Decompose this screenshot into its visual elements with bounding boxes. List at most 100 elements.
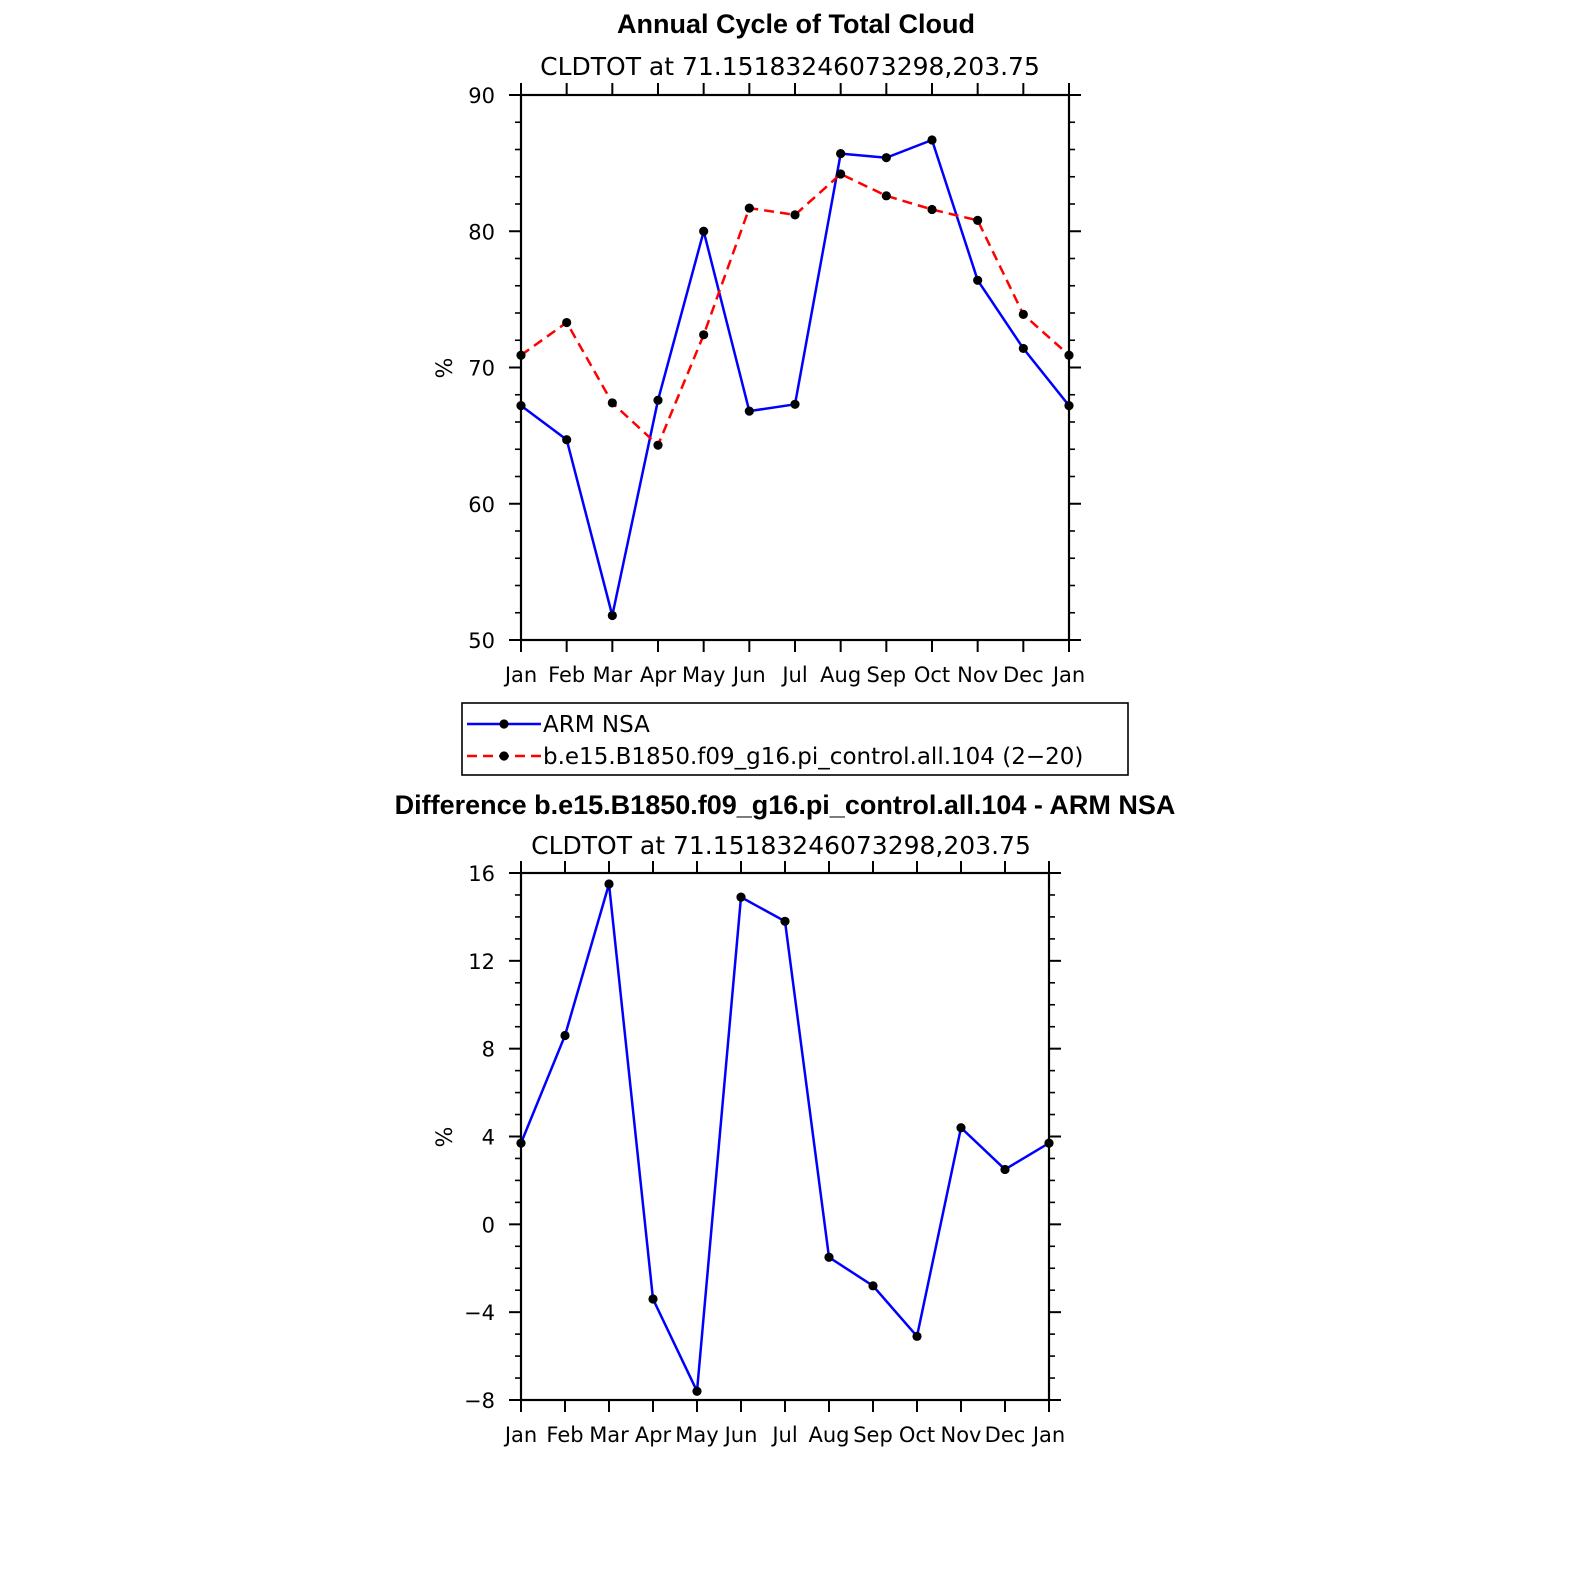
chart1-y-tick-labels: 90 80 70 60 50 [468, 84, 495, 653]
x-tick-label: Jan [1051, 663, 1085, 687]
data-point [927, 135, 937, 145]
chart1-legend: ARM NSA b.e15.B1850.f09_g16.pi_control.a… [461, 702, 1129, 776]
data-point [516, 401, 526, 411]
legend-marker-model [499, 751, 509, 761]
legend-marker-arm-nsa [499, 719, 509, 729]
x-tick-label: Jan [503, 663, 537, 687]
data-point [836, 169, 846, 179]
x-tick-label: Aug [820, 663, 861, 687]
chart1-x-tick-labels: Jan Feb Mar Apr May Jun Jul Aug Sep Oct Nov Dec Jan [503, 663, 1085, 687]
data-point [780, 916, 790, 926]
data-point [881, 191, 891, 201]
chart1-ticks [509, 83, 1081, 652]
chart2-subtitle: CLDTOT at 71.15183246073298,203.75 [531, 831, 1031, 860]
chart1-plot-frame [519, 93, 1071, 642]
chart1-title: Annual Cycle of Total Cloud [617, 9, 975, 39]
y-tick-label: 4 [482, 1126, 495, 1150]
data-point [736, 892, 746, 902]
data-point [1000, 1164, 1010, 1175]
chart2-ticks [509, 861, 1061, 1412]
chart2-y-axis-label: % [433, 1127, 458, 1148]
data-point [692, 1386, 702, 1396]
x-tick-label: Sep [867, 663, 907, 687]
data-point [653, 395, 663, 405]
data-point [1064, 401, 1074, 411]
data-point [607, 610, 617, 621]
data-point [699, 330, 709, 340]
y-tick-label: −8 [464, 1389, 495, 1413]
y-tick-label: 70 [468, 357, 495, 381]
y-tick-label: 16 [468, 862, 495, 886]
data-point [973, 275, 983, 285]
data-point [927, 204, 937, 215]
data-point [1018, 343, 1028, 354]
x-tick-label: Mar [589, 1423, 629, 1447]
chart2-x-tick-labels: Jan Feb Mar Apr May Jun Jul Aug Sep Oct Nov Dec Jan [503, 1423, 1065, 1447]
y-tick-label: 60 [468, 493, 495, 517]
data-point [560, 1030, 570, 1041]
chart2-y-tick-labels: 16 12 8 4 0 −4 −8 [464, 862, 495, 1413]
data-point [516, 1138, 526, 1148]
x-tick-label: Feb [548, 663, 585, 687]
legend-label-arm-nsa: ARM NSA [543, 712, 650, 738]
x-tick-label: Feb [546, 1423, 583, 1447]
data-point [744, 406, 754, 416]
y-tick-label: 8 [482, 1038, 495, 1062]
data-point [790, 210, 800, 220]
annual-cycle-chart: Annual Cycle of Total Cloud CLDTOT at 71… [433, 9, 1129, 776]
difference-chart: Difference b.e15.B1850.f09_g16.pi_contro… [395, 790, 1176, 1447]
data-point [881, 153, 891, 163]
data-point [836, 148, 846, 159]
x-tick-label: Aug [808, 1423, 849, 1447]
data-point [516, 350, 526, 360]
x-tick-label: Jun [731, 663, 766, 687]
data-point [973, 215, 983, 225]
y-tick-label: 0 [482, 1213, 495, 1237]
data-point [1044, 1138, 1054, 1148]
data-point [607, 398, 617, 408]
x-tick-label: Dec [985, 1423, 1026, 1447]
data-point [956, 1123, 966, 1133]
data-point [824, 1252, 834, 1262]
data-point [562, 435, 572, 445]
x-tick-label: Nov [957, 663, 998, 687]
data-point [790, 399, 800, 409]
x-tick-label: Jan [1031, 1423, 1065, 1447]
y-tick-label: 12 [468, 950, 495, 974]
x-tick-label: May [675, 1423, 718, 1447]
x-tick-label: Oct [899, 1423, 935, 1447]
y-tick-label: 90 [468, 84, 495, 108]
x-tick-label: Jan [503, 1423, 537, 1447]
data-point [912, 1331, 922, 1341]
data-point [604, 879, 614, 889]
chart1-y-axis-label: % [433, 358, 458, 379]
data-point [868, 1281, 878, 1291]
series-line-0 [519, 883, 1050, 1396]
data-point [699, 226, 709, 236]
x-tick-label: Jun [723, 1423, 758, 1447]
x-tick-label: Oct [914, 663, 950, 687]
chart2-title: Difference b.e15.B1850.f09_g16.pi_contro… [395, 790, 1176, 820]
y-tick-label: 50 [468, 629, 495, 653]
x-tick-label: Apr [640, 663, 677, 687]
data-point [1064, 350, 1074, 360]
chart2-series [516, 879, 1054, 1396]
x-tick-label: Nov [941, 1423, 982, 1447]
legend-box [461, 702, 1129, 776]
data-point [648, 1294, 658, 1304]
x-tick-label: May [682, 663, 725, 687]
chart1-series [516, 135, 1074, 621]
x-tick-label: Jul [780, 663, 807, 687]
y-tick-label: −4 [464, 1301, 495, 1325]
x-tick-label: Jul [770, 1423, 797, 1447]
x-tick-label: Dec [1003, 663, 1044, 687]
x-tick-label: Sep [853, 1423, 893, 1447]
x-tick-label: Mar [593, 663, 633, 687]
x-tick-label: Apr [635, 1423, 672, 1447]
y-tick-label: 80 [468, 220, 495, 244]
data-point [1018, 309, 1028, 319]
data-point [562, 317, 572, 328]
data-point [744, 203, 754, 213]
data-point [653, 440, 663, 450]
